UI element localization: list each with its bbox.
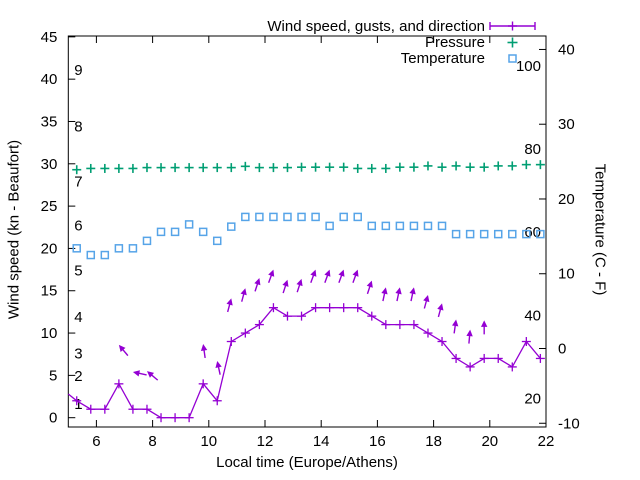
svg-text:10: 10 [558, 266, 575, 283]
svg-text:8: 8 [148, 433, 156, 450]
svg-text:4: 4 [74, 309, 82, 326]
svg-text:0: 0 [558, 341, 566, 358]
y-left-ticks: 0 5 10 15 20 25 30 35 40 45 [41, 29, 76, 427]
svg-text:45: 45 [41, 29, 58, 46]
y-right-ticks: -10 0 10 20 30 40 [539, 41, 580, 432]
svg-text:35: 35 [41, 113, 58, 130]
svg-text:3: 3 [74, 345, 82, 362]
svg-text:2: 2 [74, 368, 82, 385]
svg-text:15: 15 [41, 283, 58, 300]
temperature-series [72, 212, 545, 260]
beaufort-labels: 1 2 3 4 5 6 7 8 9 [74, 62, 82, 413]
svg-text:20: 20 [524, 390, 541, 407]
wind-series [67, 303, 545, 423]
svg-text:10: 10 [41, 325, 58, 342]
fahrenheit-labels: 20 40 60 80 100 [516, 58, 541, 407]
pressure-series [72, 160, 545, 175]
svg-text:80: 80 [524, 141, 541, 158]
svg-text:40: 40 [41, 71, 58, 88]
svg-text:20: 20 [558, 191, 575, 208]
svg-text:60: 60 [524, 224, 541, 241]
svg-text:10: 10 [200, 433, 217, 450]
svg-text:6: 6 [74, 218, 82, 235]
svg-text:100: 100 [516, 58, 541, 75]
svg-text:16: 16 [369, 433, 386, 450]
svg-text:0: 0 [49, 410, 57, 427]
legend-label-wind: Wind speed, gusts, and direction [267, 18, 485, 35]
svg-text:18: 18 [425, 433, 442, 450]
legend-label-temperature: Temperature [400, 50, 485, 67]
svg-text:8: 8 [74, 119, 82, 136]
svg-text:20: 20 [41, 240, 58, 257]
svg-text:20: 20 [481, 433, 498, 450]
svg-text:-10: -10 [558, 415, 580, 432]
svg-text:40: 40 [558, 41, 575, 58]
plot-border [67, 35, 547, 428]
svg-text:22: 22 [538, 433, 555, 450]
y-left-axis-title: Wind speed (kn - Beaufort) [5, 139, 23, 320]
x-axis-title: Local time (Europe/Athens) [216, 454, 398, 471]
legend-samples [489, 21, 536, 63]
svg-text:6: 6 [92, 433, 100, 450]
svg-text:9: 9 [74, 62, 82, 79]
svg-text:5: 5 [74, 262, 82, 279]
svg-text:30: 30 [41, 156, 58, 173]
svg-text:25: 25 [41, 198, 58, 215]
svg-text:14: 14 [313, 433, 330, 450]
x-axis-ticks: 6 8 10 12 14 16 18 20 22 [92, 36, 554, 450]
svg-text:30: 30 [558, 116, 575, 133]
y-right-axis-title: Temperature (C - F) [591, 163, 609, 296]
svg-text:40: 40 [524, 307, 541, 324]
svg-text:1: 1 [74, 396, 82, 413]
legend-label-pressure: Pressure [424, 34, 485, 51]
svg-text:12: 12 [257, 433, 274, 450]
wind-direction-arrows [118, 269, 488, 381]
svg-text:7: 7 [74, 174, 82, 191]
svg-text:5: 5 [49, 367, 57, 384]
